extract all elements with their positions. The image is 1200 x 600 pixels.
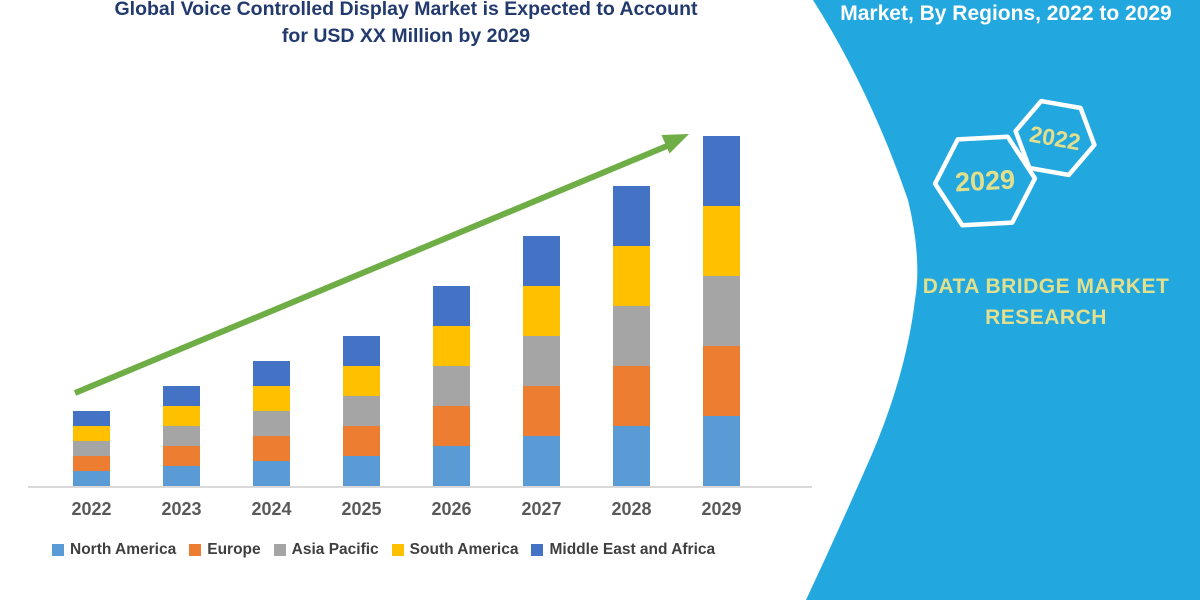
bar-2023 (163, 386, 200, 486)
chart-title-line1: Global Voice Controlled Display Market i… (114, 0, 698, 20)
hexagon-outline (932, 134, 1038, 228)
bar-segment-europe (433, 406, 470, 446)
bar-segment-europe (163, 446, 200, 466)
hexagon-2029: 2029 (932, 134, 1038, 228)
bar-2027 (523, 236, 560, 486)
hexagon-outline (1013, 98, 1097, 178)
bar-segment-south-america (703, 206, 740, 276)
legend-swatch-icon (531, 544, 544, 556)
bar-2022 (73, 411, 110, 486)
legend-swatch-icon (52, 544, 64, 556)
bar-segment-europe (73, 456, 110, 471)
bar-segment-asia-pacific (523, 336, 560, 386)
bar-segment-north-america (433, 446, 470, 486)
x-axis-label-2027: 2027 (521, 499, 562, 519)
legend-item-north-america: North America (52, 541, 176, 559)
bar-segment-north-america (523, 436, 560, 486)
legend-swatch-icon (189, 544, 202, 556)
bar-2025 (343, 336, 380, 486)
bar-segment-middle-east-and-africa (343, 336, 380, 366)
bar-segment-middle-east-and-africa (703, 136, 740, 206)
legend-label: Europe (207, 541, 261, 558)
bar-segment-middle-east-and-africa (73, 411, 110, 426)
legend: North America Europe Asia Pacific South Ame… (52, 541, 715, 559)
legend-item-asia-pacific: Asia Pacific (273, 541, 379, 559)
brand-name: DATA BRIDGE MARKET RESEARCH (896, 271, 1196, 333)
x-axis-label-2022: 2022 (71, 499, 112, 519)
bar-segment-europe (343, 426, 380, 456)
bar-segment-middle-east-and-africa (253, 361, 290, 386)
bar-2029 (703, 136, 740, 486)
bar-segment-asia-pacific (343, 396, 380, 426)
bar-segment-middle-east-and-africa (613, 186, 650, 246)
legend-label: Asia Pacific (291, 541, 379, 558)
bar-segment-asia-pacific (253, 411, 290, 436)
legend-item-south-america: South America (391, 541, 519, 559)
legend-swatch-icon (273, 544, 286, 556)
bar-2028 (613, 186, 650, 486)
legend-label: Middle East and Africa (549, 541, 716, 558)
legend-label: North America (70, 541, 177, 558)
panel-heading: Market, By Regions, 2022 to 2029 (840, 2, 1172, 25)
x-axis-label-2024: 2024 (251, 499, 292, 519)
bar-segment-north-america (163, 466, 200, 486)
bar-segment-north-america (703, 416, 740, 486)
bar-segment-south-america (343, 366, 380, 396)
bar-segment-middle-east-and-africa (523, 236, 560, 286)
bar-segment-europe (703, 346, 740, 416)
hexagon-2022: 2022 (1013, 98, 1097, 178)
hexagon-2029-label: 2029 (954, 164, 1016, 197)
chart-title-line2: for USD XX Million by 2029 (281, 25, 531, 47)
legend-swatch-icon (391, 544, 404, 556)
bar-segment-middle-east-and-africa (433, 286, 470, 326)
bar-segment-south-america (613, 246, 650, 306)
hexagon-2022-label: 2022 (1028, 121, 1083, 155)
bar-segment-middle-east-and-africa (163, 386, 200, 406)
bar-segment-south-america (523, 286, 560, 336)
bar-2024 (253, 361, 290, 486)
x-axis-label-2028: 2028 (611, 499, 652, 519)
bar-segment-asia-pacific (163, 426, 200, 446)
legend-item-middle-east-and-africa: Middle East and Africa (531, 541, 715, 559)
brand-name-line1: DATA BRIDGE MARKET (922, 275, 1170, 298)
bar-segment-south-america (253, 386, 290, 411)
x-axis-label-2026: 2026 (431, 499, 472, 519)
bar-2026 (433, 286, 470, 486)
brand-panel-background (806, 0, 1200, 600)
bar-segment-south-america (163, 406, 200, 426)
x-axis-label-2029: 2029 (701, 499, 742, 519)
chart-title: Global Voice Controlled Display Market i… (0, 0, 812, 50)
x-axis-line (28, 486, 812, 488)
x-axis-label-2025: 2025 (341, 499, 382, 519)
bar-segment-asia-pacific (433, 366, 470, 406)
bar-segment-north-america (343, 456, 380, 486)
legend-label: South America (409, 541, 519, 558)
bar-segment-europe (253, 436, 290, 461)
bar-segment-asia-pacific (613, 306, 650, 366)
bar-segment-south-america (433, 326, 470, 366)
bar-segment-north-america (73, 471, 110, 486)
legend-item-europe: Europe (189, 541, 261, 559)
swoosh-shape (806, 0, 1200, 600)
bar-segment-asia-pacific (703, 276, 740, 346)
bar-segment-north-america (253, 461, 290, 486)
bar-segment-asia-pacific (73, 441, 110, 456)
brand-name-line2: RESEARCH (985, 306, 1107, 329)
bar-segment-europe (613, 366, 650, 426)
bar-segment-north-america (613, 426, 650, 486)
x-axis-label-2023: 2023 (161, 499, 202, 519)
bar-segment-europe (523, 386, 560, 436)
bar-segment-south-america (73, 426, 110, 441)
